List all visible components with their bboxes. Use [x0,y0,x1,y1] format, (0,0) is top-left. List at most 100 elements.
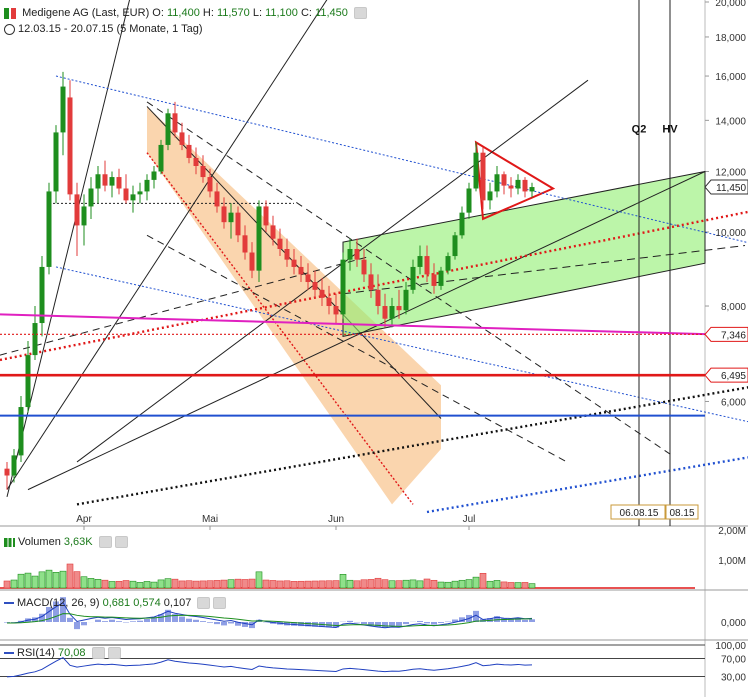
low-label: L: [252,7,263,19]
volume-bar [325,580,333,589]
macd-hist-bar [424,622,430,624]
rsi-close-button[interactable] [107,647,121,660]
vertical-marker-label: Q2 [632,123,647,135]
macd-close-button[interactable] [213,597,227,610]
volume-bar [108,581,116,589]
volume-settings-button[interactable] [98,536,112,549]
candle-body [305,274,311,283]
last-price-label: 11,450 [704,179,748,195]
macd-hist-bar [494,616,500,622]
candle-body [410,266,416,290]
volume-bar [122,580,130,589]
candle-body [312,282,318,290]
volume-bar [206,580,214,589]
candle-body [53,132,59,192]
macd-hist-bar [298,622,304,627]
macd-value-1: 0,681 [102,597,131,609]
rsi-settings-button[interactable] [91,647,105,660]
candle-body [347,248,353,260]
volume-panel: 2,00M 1,00M [0,526,748,591]
macd-hist-bar [452,619,458,622]
candle-body [81,206,87,226]
date-label-box [610,504,666,520]
low-value: 11,100 [265,7,298,19]
volume-bar [101,579,109,589]
candle-body [32,323,38,356]
date-label: 06.08.15 [610,504,666,520]
volume-bar [311,580,319,589]
candlestick-series [4,71,535,490]
volume-bar [437,581,445,589]
candle-body [445,256,451,271]
macd-hist-bar [291,622,297,626]
y-tick-label: 6,000 [721,397,746,408]
candle-body [480,152,486,201]
volume-bar [143,581,151,589]
open-value: 11,400 [166,7,200,19]
volume-bar [129,580,137,589]
volume-icon [4,537,15,547]
y-tick-label: 18,000 [715,33,746,44]
volume-bar [514,582,522,589]
macd-hist-bar [529,619,535,622]
volume-bar [395,580,403,589]
volume-bar [304,580,312,589]
volume-bar [87,578,95,589]
macd-hist-bar [144,619,150,622]
macd-hist-bar [46,607,52,622]
volume-bar [451,580,459,589]
candle-body [151,171,157,180]
date-range-text: 12.03.15 - 20.07.15 (5 Monate, 1 Tag) [18,23,203,35]
rsi-title: RSI(14) 70,08 [4,647,121,660]
macd-signal-line [6,613,533,627]
blue-dotted-support [55,266,748,423]
overlay-lines [0,313,706,417]
volume-bar [416,580,424,589]
candle-body [529,187,535,192]
settings-button[interactable] [353,7,367,20]
volume-bar [388,580,396,589]
rsi-icon [4,652,14,655]
candle-body [326,297,332,307]
last-price-label-box [704,179,748,195]
volume-bar [402,579,410,589]
x-tick-label: Jul [463,514,476,525]
macd-hist-bar [74,622,80,630]
black-dotted-trend [76,386,748,506]
volume-bar [332,580,340,589]
macd-hist-bar [417,620,423,622]
volume-bar [521,582,529,589]
triangle-pattern [474,140,556,221]
volume-bar [59,570,67,589]
volume-bar [220,579,228,589]
volume-title: Volumen 3,63K [4,536,128,549]
y-tick-label: 14,000 [715,116,746,127]
volume-tick-label: 1,00M [718,556,746,567]
macd-hist-bar [151,617,157,622]
volume-close-button[interactable] [114,536,128,549]
candle-body [18,407,24,456]
y-tick-label: 16,000 [715,72,746,83]
date-label-text: 08.15 [669,508,694,519]
rsi-line [6,656,533,678]
black-dashed-line-1 [146,101,673,456]
volume-bar [52,572,60,589]
candle-body [424,256,430,275]
high-value: 11,570 [216,7,250,19]
macd-hist-bar [431,622,437,625]
macd-hist-bar [4,622,10,623]
macd-hist-bar [501,618,507,622]
candle-body [130,194,136,201]
macd-settings-button[interactable] [197,597,211,610]
candle-body [417,256,423,267]
candle-body [228,212,234,223]
channel-lower-dotted [146,152,414,505]
macd-hist-bar [39,613,45,622]
volume-bar [115,580,123,589]
volume-bar [423,578,431,589]
candle-body [354,248,360,260]
macd-value-3: 0,107 [163,597,192,609]
candle-body [452,235,458,257]
volume-bar [136,582,144,589]
volume-bar [297,580,305,589]
